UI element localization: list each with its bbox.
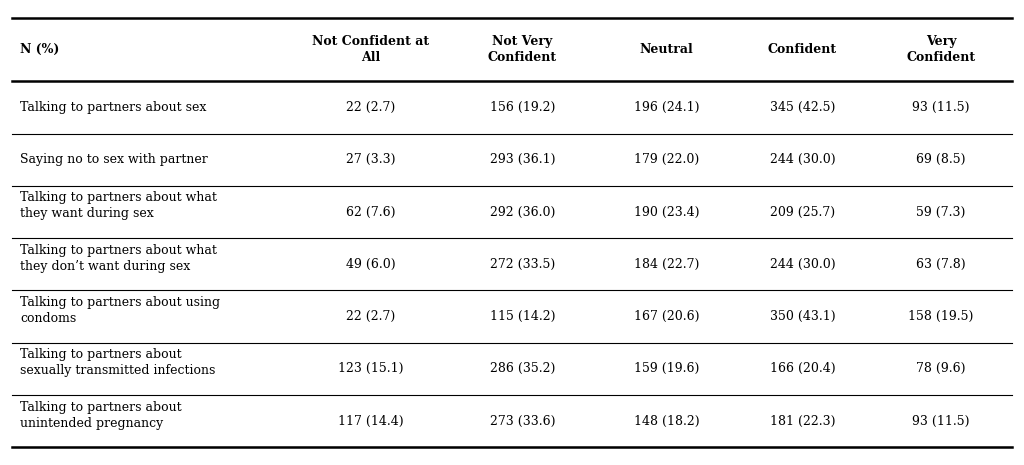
Text: 345 (42.5): 345 (42.5)	[770, 101, 836, 114]
Text: 49 (6.0): 49 (6.0)	[346, 258, 395, 271]
Text: 286 (35.2): 286 (35.2)	[489, 362, 555, 375]
Text: 78 (9.6): 78 (9.6)	[916, 362, 966, 375]
Text: 184 (22.7): 184 (22.7)	[634, 258, 699, 271]
Text: 244 (30.0): 244 (30.0)	[770, 153, 836, 166]
Text: 62 (7.6): 62 (7.6)	[346, 206, 395, 219]
Text: Talking to partners about what
they don’t want during sex: Talking to partners about what they don’…	[20, 244, 217, 273]
Text: 158 (19.5): 158 (19.5)	[908, 310, 974, 323]
Text: Talking to partners about sex: Talking to partners about sex	[20, 101, 207, 114]
Text: Talking to partners about
sexually transmitted infections: Talking to partners about sexually trans…	[20, 348, 216, 377]
Text: Very
Confident: Very Confident	[906, 35, 976, 64]
Text: 93 (11.5): 93 (11.5)	[912, 101, 970, 114]
Text: 63 (7.8): 63 (7.8)	[916, 258, 966, 271]
Text: 22 (2.7): 22 (2.7)	[346, 101, 395, 114]
Text: 244 (30.0): 244 (30.0)	[770, 258, 836, 271]
Text: 181 (22.3): 181 (22.3)	[770, 415, 836, 428]
Text: 115 (14.2): 115 (14.2)	[489, 310, 555, 323]
Text: 209 (25.7): 209 (25.7)	[770, 206, 835, 219]
Text: Talking to partners about
unintended pregnancy: Talking to partners about unintended pre…	[20, 401, 182, 430]
Text: 148 (18.2): 148 (18.2)	[634, 415, 699, 428]
Text: 190 (23.4): 190 (23.4)	[634, 206, 699, 219]
Text: 167 (20.6): 167 (20.6)	[634, 310, 699, 323]
Text: Not Very
Confident: Not Very Confident	[487, 35, 557, 64]
Text: Confident: Confident	[768, 43, 837, 56]
Text: 272 (33.5): 272 (33.5)	[489, 258, 555, 271]
Text: 93 (11.5): 93 (11.5)	[912, 415, 970, 428]
Text: Talking to partners about using
condoms: Talking to partners about using condoms	[20, 296, 220, 325]
Text: 123 (15.1): 123 (15.1)	[338, 362, 403, 375]
Text: 292 (36.0): 292 (36.0)	[489, 206, 555, 219]
Text: 22 (2.7): 22 (2.7)	[346, 310, 395, 323]
Text: 166 (20.4): 166 (20.4)	[770, 362, 836, 375]
Text: Neutral: Neutral	[639, 43, 693, 56]
Text: Talking to partners about what
they want during sex: Talking to partners about what they want…	[20, 192, 217, 220]
Text: 179 (22.0): 179 (22.0)	[634, 153, 699, 166]
Text: N (%): N (%)	[20, 43, 59, 56]
Text: 117 (14.4): 117 (14.4)	[338, 415, 403, 428]
Text: Not Confident at
All: Not Confident at All	[312, 35, 429, 64]
Text: 196 (24.1): 196 (24.1)	[634, 101, 699, 114]
Text: 59 (7.3): 59 (7.3)	[916, 206, 966, 219]
Text: 350 (43.1): 350 (43.1)	[770, 310, 836, 323]
Text: 27 (3.3): 27 (3.3)	[346, 153, 395, 166]
Text: 159 (19.6): 159 (19.6)	[634, 362, 699, 375]
Text: Saying no to sex with partner: Saying no to sex with partner	[20, 153, 208, 166]
Text: 293 (36.1): 293 (36.1)	[489, 153, 555, 166]
Text: 69 (8.5): 69 (8.5)	[916, 153, 966, 166]
Text: 156 (19.2): 156 (19.2)	[489, 101, 555, 114]
Text: 273 (33.6): 273 (33.6)	[489, 415, 555, 428]
